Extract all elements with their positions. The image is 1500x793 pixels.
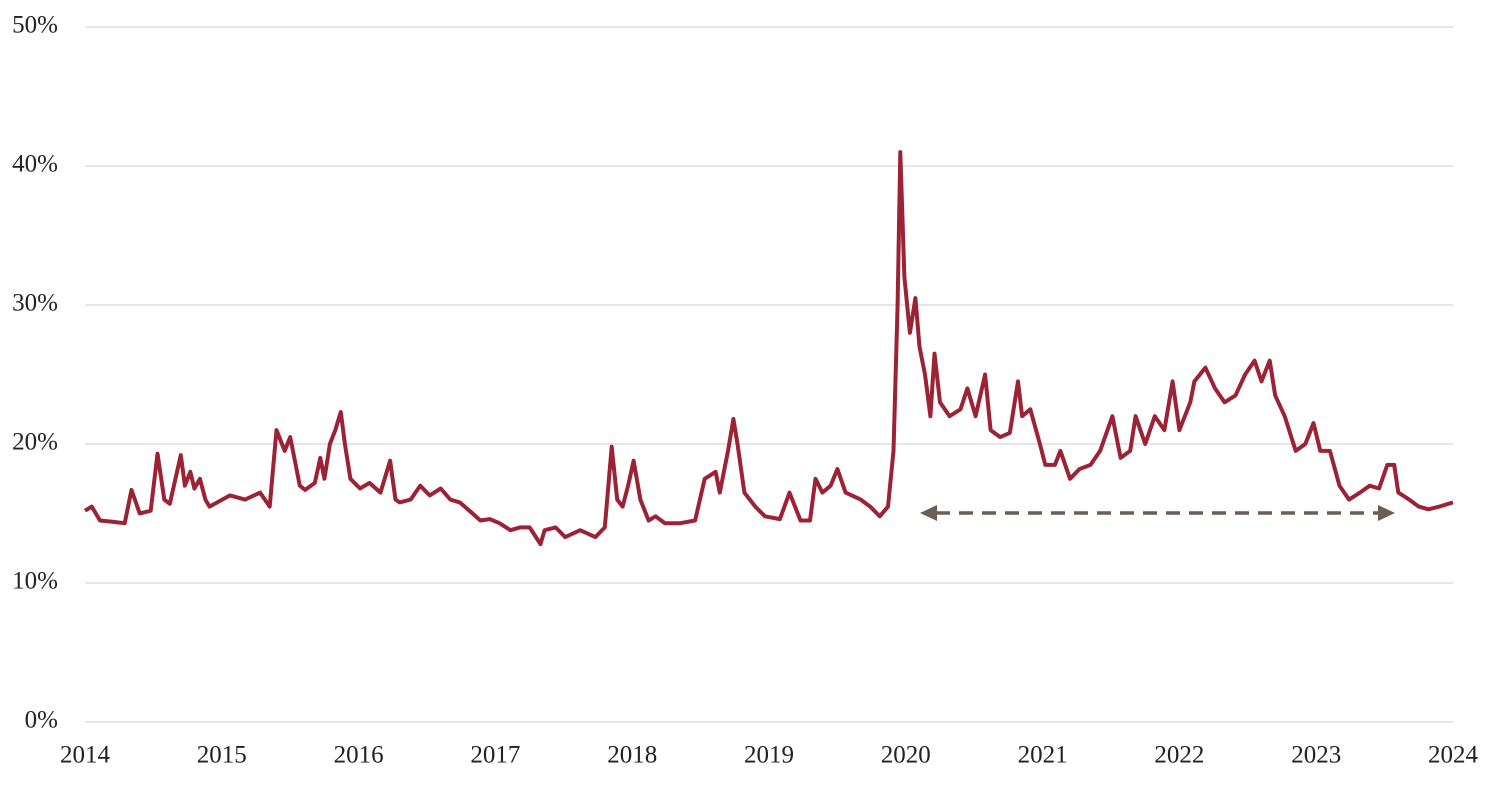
- y-tick-label: 20%: [12, 429, 58, 456]
- x-tick-label: 2016: [334, 742, 384, 769]
- arrow-head: [920, 505, 937, 521]
- y-tick-label: 30%: [12, 290, 58, 317]
- x-tick-label: 2018: [607, 742, 657, 769]
- arrow-head: [1378, 505, 1395, 521]
- x-tick-label: 2019: [744, 742, 794, 769]
- x-tick-label: 2023: [1291, 742, 1341, 769]
- y-tick-label: 40%: [12, 151, 58, 178]
- x-tick-label: 2017: [470, 742, 520, 769]
- x-tick-label: 2022: [1154, 742, 1204, 769]
- y-tick-label: 10%: [12, 568, 58, 595]
- x-tick-label: 2015: [197, 742, 247, 769]
- y-tick-label: 50%: [12, 12, 58, 39]
- x-tick-label: 2014: [60, 742, 111, 769]
- x-tick-label: 2024: [1428, 742, 1479, 769]
- y-tick-label: 0%: [25, 707, 58, 734]
- dashed-arrow: [920, 505, 1395, 521]
- x-tick-label: 2020: [881, 742, 931, 769]
- x-tick-label: 2021: [1018, 742, 1068, 769]
- data-line: [83, 150, 1454, 547]
